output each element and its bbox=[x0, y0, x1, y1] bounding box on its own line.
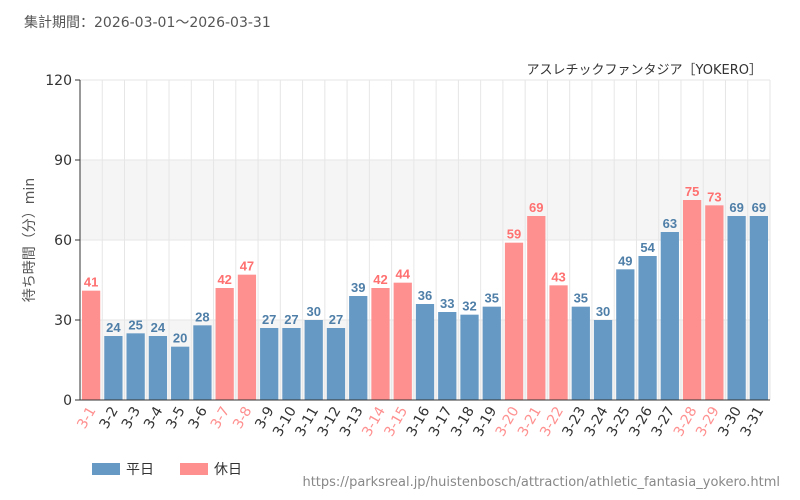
bar-3-14 bbox=[371, 288, 390, 400]
bar-3-26 bbox=[638, 256, 657, 400]
bar-3-9 bbox=[260, 328, 279, 400]
data-label: 35 bbox=[485, 291, 499, 306]
chart-title: アスレチックファンタジア［YOKERO］ bbox=[527, 63, 762, 78]
legend-label-holiday: 休日 bbox=[214, 462, 242, 478]
data-label: 25 bbox=[128, 317, 142, 332]
data-label: 63 bbox=[663, 216, 677, 231]
y-tick-label: 90 bbox=[54, 153, 72, 169]
data-label: 41 bbox=[84, 275, 98, 290]
data-label: 42 bbox=[217, 272, 231, 287]
x-tick-label: 3-6 bbox=[186, 404, 211, 432]
data-label: 43 bbox=[551, 269, 565, 284]
y-tick-label: 120 bbox=[45, 73, 72, 89]
bar-3-29 bbox=[705, 205, 724, 400]
x-tick-label: 3-8 bbox=[230, 404, 255, 432]
bar-3-1 bbox=[82, 290, 101, 400]
bar-3-3 bbox=[126, 333, 145, 400]
bar-3-23 bbox=[571, 306, 590, 400]
legend-item-holiday: 休日 bbox=[180, 459, 242, 479]
bar-3-5 bbox=[171, 346, 190, 400]
legend-item-weekday: 平日 bbox=[92, 459, 154, 479]
data-label: 75 bbox=[685, 184, 699, 199]
bar-3-8 bbox=[237, 274, 257, 400]
bar-3-30 bbox=[727, 216, 746, 400]
bar-3-20 bbox=[504, 242, 524, 400]
data-label: 69 bbox=[529, 200, 543, 215]
data-label: 32 bbox=[462, 299, 476, 314]
bar-3-31 bbox=[749, 216, 768, 400]
bar-3-19 bbox=[482, 306, 501, 400]
x-tick-label: 3-1 bbox=[74, 404, 99, 432]
bar-3-7 bbox=[215, 288, 234, 400]
data-label: 47 bbox=[240, 259, 254, 274]
data-label: 44 bbox=[396, 267, 411, 282]
bar-3-18 bbox=[460, 314, 479, 400]
data-label: 27 bbox=[284, 312, 298, 327]
y-tick-label: 30 bbox=[54, 313, 72, 329]
background-band bbox=[80, 160, 770, 240]
legend-swatch-weekday bbox=[92, 463, 120, 475]
x-tick-label: 3-5 bbox=[163, 404, 188, 432]
data-label: 69 bbox=[752, 200, 766, 215]
legend-swatch-holiday bbox=[180, 463, 208, 475]
bar-3-21 bbox=[527, 216, 546, 400]
bar-3-11 bbox=[304, 320, 323, 400]
x-tick-label: 3-31 bbox=[738, 404, 768, 440]
data-label: 24 bbox=[151, 320, 166, 335]
data-label: 30 bbox=[306, 304, 320, 319]
bar-3-10 bbox=[282, 328, 301, 400]
data-label: 35 bbox=[574, 291, 588, 306]
bar-3-28 bbox=[682, 200, 702, 400]
data-label: 73 bbox=[707, 189, 721, 204]
data-label: 39 bbox=[351, 280, 365, 295]
bar-3-15 bbox=[393, 282, 412, 400]
data-label: 69 bbox=[729, 200, 743, 215]
period-label: 集計期間：2026-03-01～2026-03-31 bbox=[24, 15, 271, 31]
y-tick-label: 60 bbox=[54, 233, 72, 249]
bar-3-6 bbox=[193, 325, 212, 400]
bar-3-2 bbox=[104, 336, 123, 400]
data-labels: 41 24 25 24 20 28 42 47 27 27 30 27 39 42 44 36 33 32 35 59… bbox=[84, 184, 766, 346]
legend-label-weekday: 平日 bbox=[126, 462, 154, 478]
bar-3-27 bbox=[660, 232, 679, 400]
data-label: 33 bbox=[440, 296, 454, 311]
data-label: 20 bbox=[173, 331, 187, 346]
x-tick-label: 3-2 bbox=[97, 404, 122, 432]
bar-3-13 bbox=[349, 296, 368, 400]
x-tick-label: 3-7 bbox=[208, 404, 233, 432]
bar-3-17 bbox=[438, 312, 457, 400]
data-label: 28 bbox=[195, 309, 209, 324]
bar-3-16 bbox=[415, 304, 435, 400]
data-label: 24 bbox=[106, 320, 121, 335]
data-label: 27 bbox=[262, 312, 276, 327]
data-label: 42 bbox=[373, 272, 387, 287]
data-label: 27 bbox=[329, 312, 343, 327]
x-tick-label: 3-3 bbox=[119, 404, 144, 432]
y-tick-label: 0 bbox=[63, 393, 72, 409]
bar-3-4 bbox=[148, 336, 168, 400]
bars bbox=[82, 200, 768, 400]
data-label: 49 bbox=[618, 253, 632, 268]
data-label: 36 bbox=[418, 288, 432, 303]
x-tick-label: 3-4 bbox=[141, 404, 166, 432]
source-link[interactable]: https://parksreal.jp/huistenbosch/attrac… bbox=[302, 475, 780, 490]
data-label: 54 bbox=[640, 240, 655, 255]
bar-3-12 bbox=[326, 328, 346, 400]
bar-3-24 bbox=[593, 320, 613, 400]
bar-3-25 bbox=[616, 269, 635, 400]
data-label: 59 bbox=[507, 227, 521, 242]
data-label: 30 bbox=[596, 304, 610, 319]
bar-3-22 bbox=[549, 285, 568, 400]
legend: 平日 休日 bbox=[92, 459, 242, 479]
y-axis-label: 待ち時間（分）min bbox=[22, 178, 38, 302]
